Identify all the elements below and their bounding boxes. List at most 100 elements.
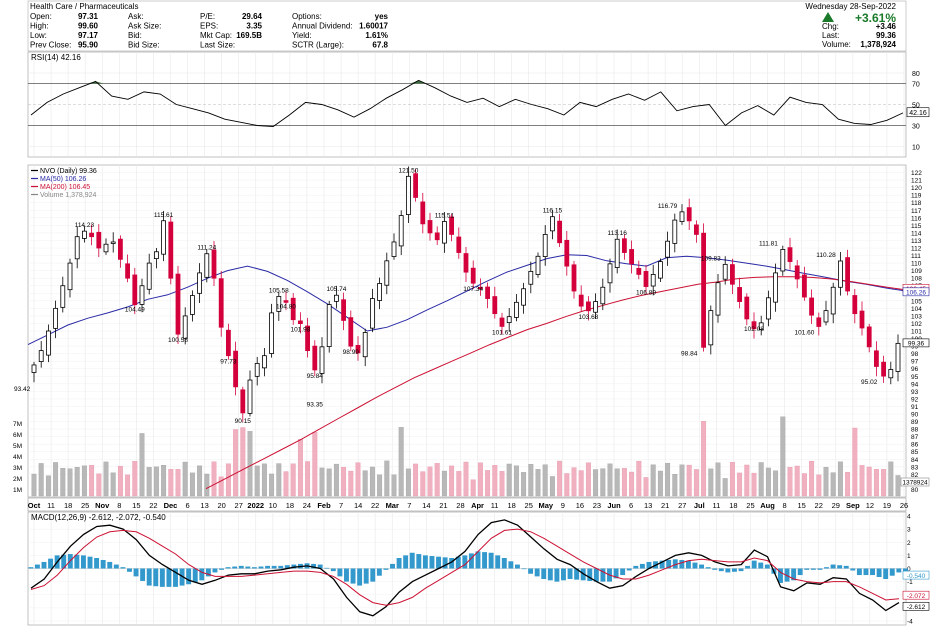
candle-body xyxy=(809,297,814,316)
macd-histogram-bar xyxy=(127,568,132,572)
stat-label: Annual Dividend: xyxy=(292,22,352,31)
candle-body xyxy=(845,257,850,292)
candle-body xyxy=(449,216,455,235)
candle-body xyxy=(175,273,181,335)
volume-tick-label: 4M xyxy=(13,454,22,461)
candle-body xyxy=(211,249,217,279)
volume-bar xyxy=(405,468,411,497)
macd-histogram-bar xyxy=(337,568,343,577)
macd-tick-label: 4 xyxy=(907,514,911,521)
volume-bar xyxy=(816,474,822,497)
candle-body xyxy=(658,261,663,279)
candle-body xyxy=(67,262,73,291)
candle-body xyxy=(225,329,231,357)
volume-tick-label: 6M xyxy=(13,432,22,439)
macd-histogram-bar xyxy=(896,568,902,573)
date-tick-label: 18 xyxy=(286,501,294,510)
volume-bar xyxy=(362,470,368,497)
volume-bar xyxy=(53,462,59,497)
date-tick-label: 8 xyxy=(783,501,787,510)
stat-label: Last: xyxy=(822,31,839,40)
macd-histogram-bar xyxy=(462,555,468,569)
volume-bar xyxy=(283,471,289,497)
price-annotation: 115.61 xyxy=(154,212,174,219)
macd-histogram-bar xyxy=(192,568,198,583)
volume-bar xyxy=(830,472,836,497)
macd-histogram-bar xyxy=(692,562,698,569)
macd-histogram-bar xyxy=(429,556,435,569)
candle-body xyxy=(82,230,87,239)
candle-body xyxy=(247,379,253,414)
volume-bar xyxy=(103,461,109,497)
macd-histogram-bar xyxy=(199,568,205,581)
candle-body xyxy=(852,295,858,315)
date-tick-label: 14 xyxy=(422,501,430,510)
date-tick-label: Sep xyxy=(846,501,860,510)
rsi-legend: RSI(14) 42.16 xyxy=(31,53,81,62)
macd-histogram-bar xyxy=(784,568,790,582)
price-tick-label: 120 xyxy=(911,185,922,192)
candle-body xyxy=(686,207,692,222)
price-annotation: 110.28 xyxy=(816,252,836,259)
macd-histogram-bar xyxy=(390,563,395,569)
price-tick-label: 109 xyxy=(911,268,922,275)
macd-histogram-bar xyxy=(883,568,889,579)
macd-histogram-bar xyxy=(271,565,277,569)
candle-body xyxy=(369,298,375,329)
volume-bar xyxy=(413,463,419,497)
volume-bar xyxy=(693,469,699,497)
stat-value: 29.64 xyxy=(242,12,263,21)
candle-body xyxy=(153,251,159,260)
stat-label: Mkt Cap: xyxy=(200,31,232,40)
candle-body xyxy=(571,264,577,292)
volume-bar xyxy=(125,474,131,497)
price-tick-label: 102 xyxy=(911,321,922,328)
candle-body xyxy=(333,294,339,302)
macd-histogram-bar xyxy=(639,563,645,569)
price-tick-label: 101 xyxy=(911,329,922,336)
date-tick-label: Feb xyxy=(317,501,331,510)
macd-histogram-bar xyxy=(685,560,691,569)
price-tick-label: 118 xyxy=(911,200,922,207)
macd-histogram-bar xyxy=(850,568,856,571)
volume-bar xyxy=(218,476,224,497)
volume-bar xyxy=(427,466,433,497)
macd-right-label: -2.072 xyxy=(907,593,926,600)
candle-body xyxy=(74,236,80,260)
volume-bar xyxy=(535,469,541,497)
macd-histogram-bar xyxy=(705,567,711,569)
volume-bar xyxy=(708,468,714,497)
macd-histogram-bar xyxy=(350,568,356,584)
volume-bar xyxy=(686,464,692,497)
macd-histogram-bar xyxy=(396,558,402,569)
date-tick-label: 25 xyxy=(746,501,754,510)
price-annotation: 121.50 xyxy=(398,167,418,174)
candle-body xyxy=(319,346,325,374)
stat-value: yes xyxy=(375,12,389,21)
volume-tick-label: 5M xyxy=(13,443,22,450)
candle-body xyxy=(535,255,541,275)
candle-body xyxy=(233,350,239,388)
macd-right-label: -0.540 xyxy=(907,573,926,580)
volume-bar xyxy=(290,463,296,497)
date-tick-label: 2022 xyxy=(247,501,264,510)
date-tick-label: Mar xyxy=(386,501,399,510)
volume-bar xyxy=(607,463,613,497)
stat-value: 97.17 xyxy=(78,31,99,40)
volume-bar xyxy=(38,463,44,497)
price-annotation: 111.81 xyxy=(759,240,778,247)
candle-body xyxy=(103,243,109,253)
stat-label: High: xyxy=(30,22,49,31)
macd-histogram-bar xyxy=(330,568,336,572)
price-tick-label: 121 xyxy=(911,178,922,185)
candle-body xyxy=(441,221,447,244)
volume-bar xyxy=(182,461,188,497)
volume-bar xyxy=(305,461,311,497)
price-annotation: 106.89 xyxy=(636,290,656,297)
volume-bar xyxy=(96,473,102,497)
price-tick-label: 117 xyxy=(911,208,922,215)
volume-bar xyxy=(477,462,483,497)
candle-body xyxy=(650,274,656,287)
macd-right-label: -2.612 xyxy=(907,604,926,611)
macd-histogram-bar xyxy=(633,565,639,569)
